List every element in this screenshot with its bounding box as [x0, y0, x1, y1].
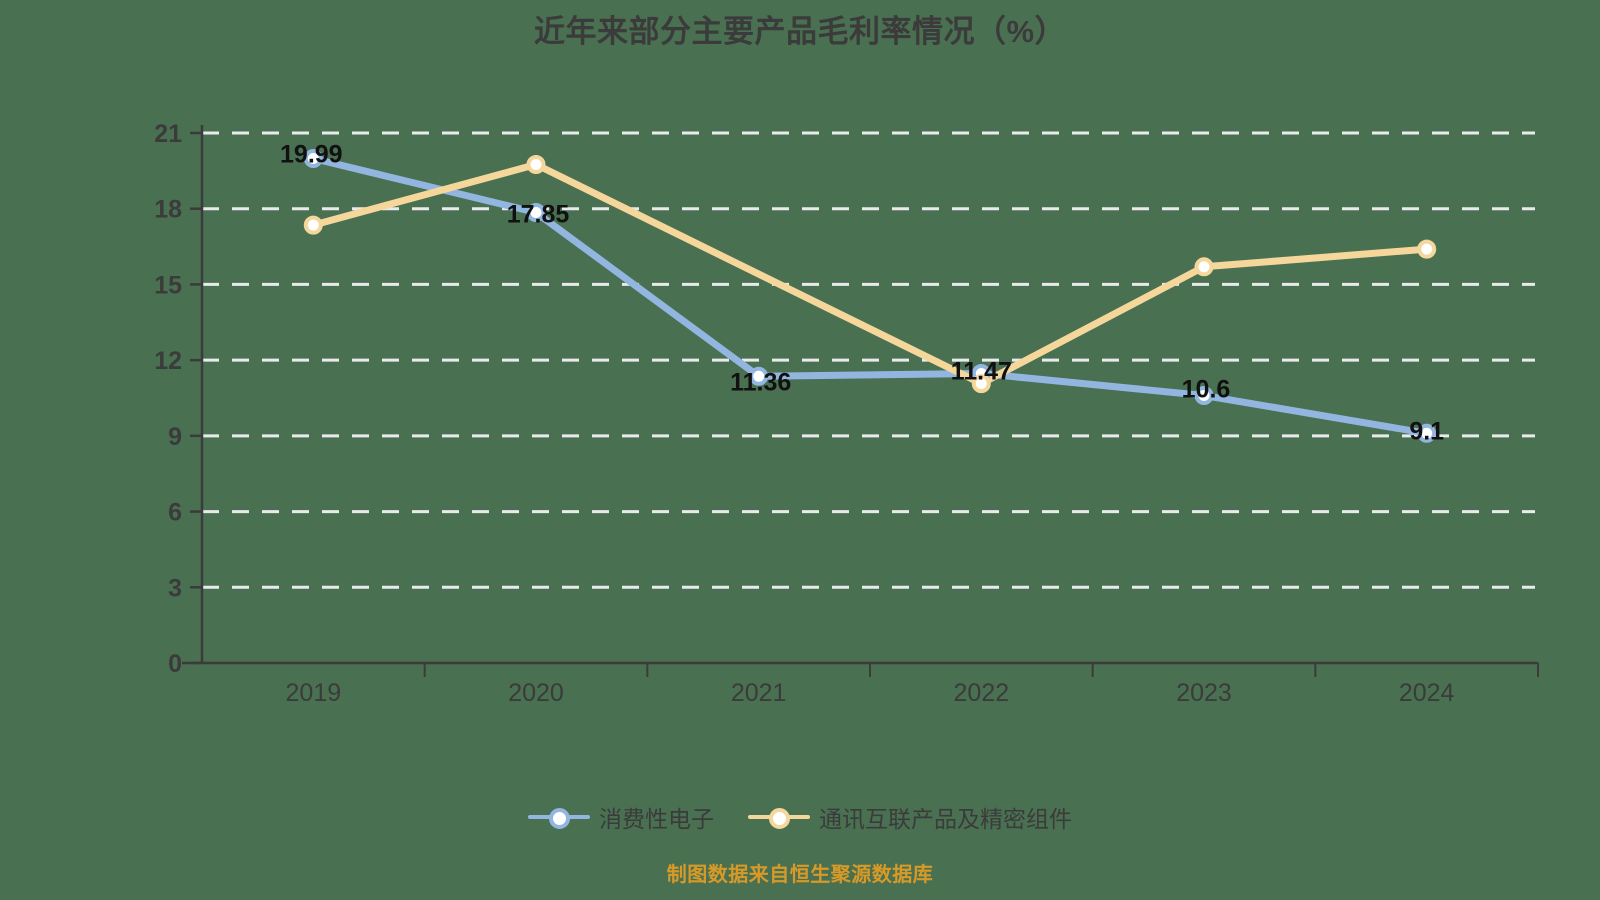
x-tick-label: 2019: [286, 679, 342, 707]
x-tick-label: 2024: [1399, 679, 1455, 707]
value-label: 19.99: [280, 141, 343, 169]
y-tick-label: 3: [168, 574, 182, 602]
value-label: 11.36: [730, 368, 791, 396]
y-tick-label: 15: [154, 271, 182, 299]
data-point[interactable]: [1417, 239, 1437, 259]
y-axis-tick-labels: 0 3 6 9 12 15 18 21: [154, 120, 182, 678]
data-point[interactable]: [526, 203, 546, 222]
value-label: 10.6: [1182, 376, 1231, 404]
data-value-labels: 19.99 17.85 11.36 11.47 10.6 9.1: [280, 141, 1444, 446]
x-tick-label: 2022: [954, 679, 1010, 707]
x-axis-tick-labels: 2019 2020 2021 2022 2023 2024: [286, 679, 1455, 707]
data-point[interactable]: [303, 215, 323, 235]
x-tick-label: 2023: [1176, 679, 1232, 707]
data-point[interactable]: [526, 155, 546, 174]
legend-item-consumer-electronics[interactable]: 消费性电子: [528, 800, 714, 834]
x-tick-marks: [423, 663, 1539, 677]
value-label: 9.1: [1409, 417, 1444, 445]
data-point[interactable]: [1417, 423, 1437, 443]
data-point[interactable]: [1194, 257, 1214, 277]
data-point[interactable]: [1194, 386, 1214, 405]
y-tick-label: 12: [154, 347, 182, 375]
series-line-0: [309, 155, 1431, 437]
y-tick-marks: [190, 131, 202, 665]
x-tick-label: 2021: [731, 679, 787, 707]
data-point[interactable]: [971, 374, 991, 394]
y-tick-label: 6: [168, 499, 182, 527]
value-label: 11.47: [951, 358, 1012, 386]
y-tick-label: 0: [168, 650, 182, 678]
data-source-note: 制图数据来自恒生聚源数据库: [666, 864, 934, 886]
data-point[interactable]: [749, 366, 769, 386]
legend-label-0: 消费性电子: [599, 806, 714, 832]
legend-item-communication-products[interactable]: 通讯互联产品及精密组件: [748, 800, 1072, 834]
series-lines: [309, 155, 1431, 437]
data-point[interactable]: [303, 149, 323, 168]
legend-marker-icon-0: [528, 805, 590, 829]
legend-label-1: 通讯互联产品及精密组件: [819, 806, 1072, 832]
y-tick-label: 9: [168, 423, 182, 451]
chart-title: 近年来部分主要产品毛利率情况（%）: [533, 14, 1067, 49]
legend-marker-icon-1: [748, 805, 810, 829]
chart-legend: 消费性电子 通讯互联产品及精密组件: [0, 800, 1600, 834]
y-tick-label: 21: [154, 120, 182, 148]
gridlines: [202, 131, 1535, 589]
value-label: 17.85: [507, 201, 570, 229]
x-tick-label: 2020: [508, 679, 564, 707]
y-tick-label: 18: [154, 196, 182, 224]
series-points: [303, 149, 1437, 443]
